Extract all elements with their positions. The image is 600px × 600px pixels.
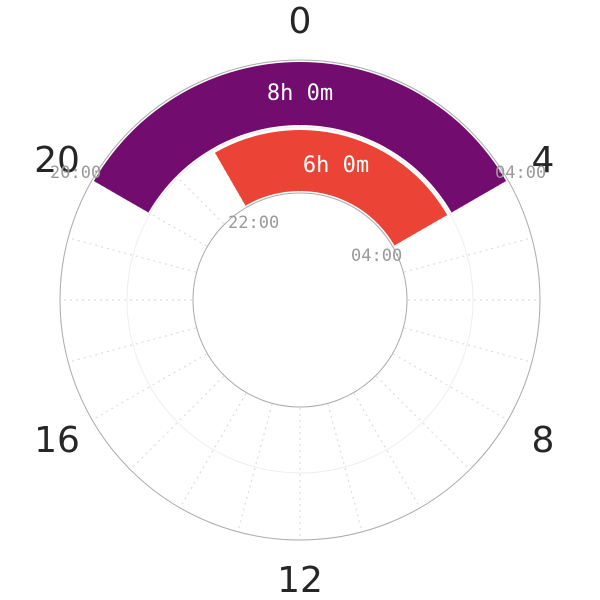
hour-label-16: 16 [34, 420, 80, 461]
inner-ring [192, 192, 408, 408]
grid-spoke [393, 353, 508, 421]
grid-spoke [237, 404, 273, 532]
grid-spoke [92, 353, 207, 421]
grid-spoke [92, 179, 207, 247]
hour-label-4: 4 [532, 140, 555, 181]
outer-start-time: 20:00 [50, 163, 101, 183]
grid-spoke [375, 375, 470, 470]
grid-spoke [179, 393, 247, 508]
grid-spoke [327, 404, 363, 532]
outer-ring [59, 59, 541, 541]
grid-spoke [68, 237, 196, 273]
grid-spoke [68, 327, 196, 363]
outer-band-duration: 8h 0m [267, 81, 333, 106]
middle-grid-ring [126, 126, 474, 474]
grid-spoke [130, 375, 225, 470]
inner-start-time: 22:00 [228, 213, 279, 233]
inner-band-duration: 6h 0m [303, 153, 369, 178]
hour-label-12: 12 [277, 560, 323, 600]
hour-label-0: 0 [289, 1, 312, 42]
inner-sleep-band[interactable] [215, 130, 448, 246]
inner-end-time: 04:00 [351, 246, 402, 266]
grid-spoke [404, 237, 532, 273]
hour-label-20: 20 [34, 140, 80, 181]
grid-spoke [353, 393, 421, 508]
outer-sleep-band[interactable] [93, 62, 507, 213]
outer-end-time: 04:00 [495, 163, 546, 183]
hour-label-8: 8 [532, 420, 555, 461]
grid-spoke [404, 327, 532, 363]
